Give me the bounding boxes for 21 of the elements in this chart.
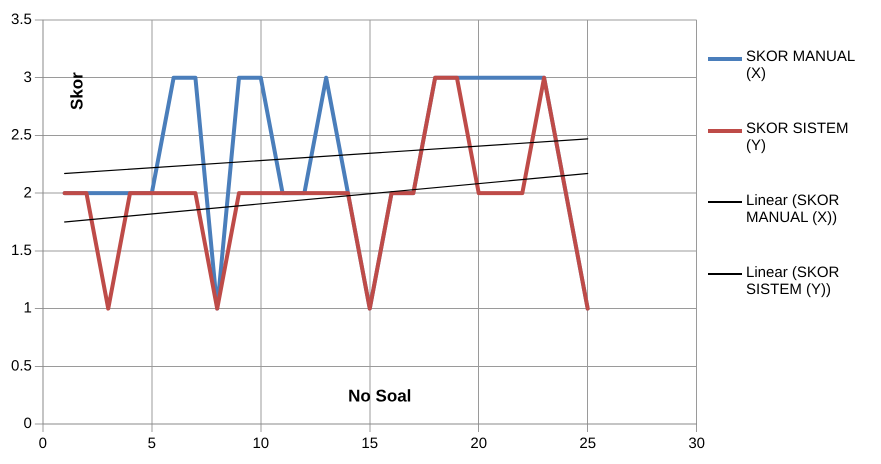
legend-label: SKOR SISTEM (Y) bbox=[746, 120, 850, 154]
legend-label: SKOR MANUAL (X) bbox=[746, 48, 856, 82]
x-tick-label: 15 bbox=[361, 435, 378, 452]
x-tick-label: 30 bbox=[688, 435, 705, 452]
y-tick-label: 0 bbox=[24, 415, 32, 432]
x-axis-title: No Soal bbox=[348, 386, 412, 406]
y-tick-label: 2 bbox=[24, 184, 32, 202]
y-tick-label: 3.5 bbox=[10, 11, 32, 28]
y-tick-label: 2.5 bbox=[10, 126, 32, 144]
y-axis-title: Skor bbox=[68, 72, 87, 110]
legend-label: Linear (SKOR SISTEM (Y)) bbox=[746, 264, 840, 298]
x-tick-label: 10 bbox=[252, 435, 270, 452]
x-tick-label: 25 bbox=[579, 435, 596, 452]
y-tick-label: 0.5 bbox=[10, 357, 32, 374]
x-tick-label: 20 bbox=[470, 435, 488, 452]
legend-label: Linear (SKOR MANUAL (X)) bbox=[746, 192, 840, 226]
x-tick-label: 0 bbox=[38, 435, 48, 452]
y-tick-label: 1 bbox=[24, 300, 32, 317]
x-tick-label: 5 bbox=[148, 435, 156, 452]
y-tick-label: 1.5 bbox=[10, 242, 32, 259]
y-tick-label: 3 bbox=[24, 68, 32, 86]
